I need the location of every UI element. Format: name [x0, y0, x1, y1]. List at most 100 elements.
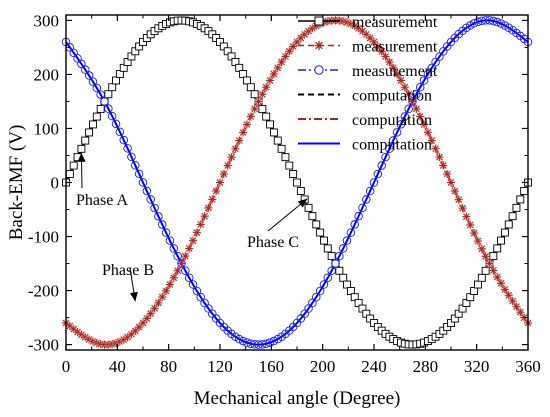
series-measurement-phase-b-marker [512, 302, 521, 311]
star-stroke [451, 187, 459, 195]
x-tick-label: 80 [160, 357, 177, 376]
series-measurement-phase-b-marker [419, 120, 429, 129]
star-stroke [339, 17, 347, 25]
series-measurement-phase-c-marker [119, 135, 128, 145]
series-measurement-phase-b-marker [435, 152, 444, 162]
series-measurement-phase-a-marker [512, 203, 521, 212]
series-measurement-phase-a-marker [289, 170, 298, 178]
series-measurement-phase-a-marker [304, 203, 313, 212]
star-stroke [351, 22, 359, 30]
series-measurement-phase-b-marker [389, 63, 398, 73]
series-measurement-phase-c-marker [496, 19, 506, 28]
series-measurement-phase-b-marker [262, 83, 271, 92]
y-tick-label: 300 [34, 11, 60, 30]
series-measurement-phase-c-marker [358, 203, 367, 213]
tick-layer: 0 40 80 120 160 200 240 280 320 360 -300 -200 -100 0 1… [28, 11, 541, 376]
series-measurement-phase-c-marker [92, 83, 102, 93]
star-stroke [463, 213, 470, 220]
star-stroke [378, 47, 386, 55]
x-tick-label: 320 [464, 357, 490, 376]
star-stroke [143, 315, 151, 322]
series-measurement-phase-a-marker [493, 244, 502, 253]
annotation-arrow-head [129, 291, 138, 302]
star-stroke [235, 137, 243, 144]
series-measurement-phase-c-marker [258, 340, 267, 349]
series-measurement-phase-b-marker [208, 195, 217, 204]
star-stroke [193, 229, 201, 236]
series-measurement-phase-a-marker [81, 136, 90, 145]
series-measurement-phase-b-marker [65, 321, 75, 331]
star-stroke [366, 34, 374, 42]
series-measurement-phase-a-marker [262, 112, 271, 121]
star-stroke [147, 310, 155, 317]
star-stroke [393, 70, 401, 78]
series-measurement-phase-a-marker [281, 153, 290, 162]
legend-square-marker [314, 16, 324, 26]
annotation-label-phase-a: Phase A [76, 192, 128, 209]
star-stroke [501, 286, 509, 293]
series-measurement-phase-c-marker [315, 286, 325, 296]
series-measurement-phase-a-marker [497, 236, 505, 245]
legend-label: measurement [352, 39, 438, 56]
series-measurement-phase-a-marker [77, 144, 86, 153]
series-measurement-phase-b-marker [450, 186, 460, 196]
star-stroke [170, 274, 178, 282]
star-stroke [436, 153, 443, 161]
series-measurement-phase-b-marker [381, 52, 390, 61]
x-tick-label: 40 [109, 357, 126, 376]
series-measurement-phase-c-marker [415, 83, 425, 92]
series-measurement-phase-c-marker [492, 17, 502, 27]
x-tick-label: 240 [361, 357, 387, 376]
series-measurement-phase-a-marker [85, 128, 94, 137]
series-measurement-phase-b-marker [142, 314, 152, 323]
series-measurement-phase-b-marker [377, 47, 386, 56]
series-measurement-phase-a-marker [339, 273, 348, 282]
series-measurement-phase-c-marker [365, 186, 375, 196]
series-measurement-phase-c-marker [84, 71, 94, 80]
star-stroke [359, 27, 366, 35]
star-stroke [89, 338, 97, 345]
series-measurement-phase-a-marker [489, 252, 498, 261]
x-tick-label: 360 [515, 357, 541, 376]
series-measurement-phase-c-marker [104, 104, 113, 113]
star-stroke [343, 19, 351, 26]
star-stroke [466, 221, 474, 229]
series-measurement-phase-c-marker [154, 212, 163, 221]
star-stroke [386, 58, 393, 66]
series-measurement-phase-c-marker [165, 236, 175, 245]
series-measurement-phase-b-marker [227, 152, 236, 162]
series-measurement-phase-c-marker [100, 97, 109, 106]
marker-layer [61, 16, 533, 349]
star-stroke [220, 170, 228, 178]
star-stroke [355, 24, 362, 32]
series-measurement-phase-b-marker [115, 337, 125, 346]
series-measurement-phase-b-marker [396, 76, 406, 85]
star-stroke [70, 325, 78, 333]
series-measurement-phase-a-marker [296, 187, 305, 195]
star-stroke [178, 260, 185, 267]
series-measurement-phase-a-marker [92, 112, 101, 121]
star-stroke [439, 162, 447, 169]
x-tick-label: 280 [413, 357, 439, 376]
star-stroke [274, 64, 282, 72]
series-measurement-phase-c-marker [369, 178, 379, 187]
star-stroke [228, 153, 235, 161]
series-measurement-phase-b-marker [427, 136, 436, 145]
legend: measurement measurement measurement computa… [298, 14, 438, 154]
series-measurement-phase-c-marker [392, 128, 402, 137]
series-measurement-phase-a-marker [335, 266, 344, 275]
star-stroke [278, 58, 285, 66]
y-tick-label: 0 [51, 174, 60, 193]
legend-label: measurement [352, 14, 438, 31]
series-measurement-phase-c-marker [234, 334, 244, 344]
series-measurement-phase-b-marker [188, 236, 198, 245]
star-stroke [397, 77, 405, 84]
star-stroke [266, 77, 274, 84]
series-measurement-phase-b-marker [504, 291, 513, 300]
series-measurement-phase-a-marker [250, 90, 259, 99]
series-measurement-phase-b-marker [404, 90, 413, 99]
series-measurement-phase-a-marker [69, 161, 78, 170]
annotation-arrow-head [77, 152, 86, 162]
series-measurement-phase-c-marker [381, 152, 390, 162]
